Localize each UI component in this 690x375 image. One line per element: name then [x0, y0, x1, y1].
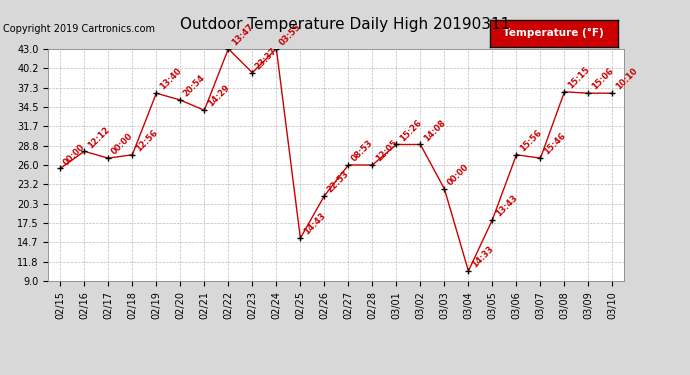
Text: 15:26: 15:26: [397, 118, 423, 143]
Text: Temperature (°F): Temperature (°F): [503, 28, 604, 38]
Text: 14:29: 14:29: [206, 84, 231, 109]
Text: 10:10: 10:10: [614, 67, 639, 92]
Text: 15:15: 15:15: [566, 65, 591, 90]
Text: 12:12: 12:12: [86, 124, 111, 150]
Text: 15:46: 15:46: [542, 131, 567, 157]
Text: 14:08: 14:08: [422, 118, 447, 143]
Text: 22:53: 22:53: [326, 169, 351, 194]
Text: Outdoor Temperature Daily High 20190311: Outdoor Temperature Daily High 20190311: [180, 17, 510, 32]
Text: 00:00: 00:00: [446, 162, 471, 188]
Text: 03:55: 03:55: [278, 22, 303, 47]
Text: 08:53: 08:53: [350, 138, 375, 164]
Text: 14:33: 14:33: [470, 244, 495, 270]
Text: 13:43: 13:43: [494, 193, 519, 218]
Text: 14:43: 14:43: [302, 211, 327, 237]
Text: 20:54: 20:54: [181, 74, 207, 99]
Text: 15:06: 15:06: [590, 66, 615, 92]
Text: 23:37: 23:37: [254, 46, 279, 71]
Text: 15:56: 15:56: [518, 128, 543, 153]
Text: 12:56: 12:56: [134, 128, 159, 153]
Text: 13:47: 13:47: [230, 22, 255, 47]
Text: 13:40: 13:40: [158, 67, 183, 92]
Text: 00:00: 00:00: [61, 142, 87, 167]
Text: 12:05: 12:05: [374, 138, 399, 164]
Text: Copyright 2019 Cartronics.com: Copyright 2019 Cartronics.com: [3, 24, 155, 34]
Text: 00:00: 00:00: [110, 132, 135, 157]
